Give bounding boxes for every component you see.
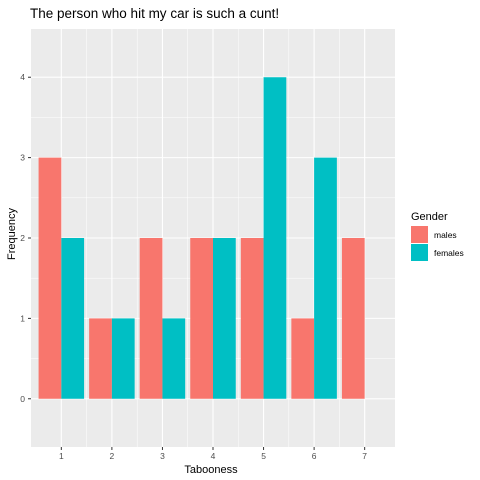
y-tick-label: 1 (20, 313, 25, 323)
x-axis-title: Tabooness (184, 464, 238, 476)
bar-males-5 (240, 238, 264, 399)
y-tick-label: 2 (20, 233, 25, 243)
y-tick-label: 0 (20, 394, 25, 404)
y-axis-title: Frequency (6, 208, 18, 260)
legend-key-males (411, 226, 428, 243)
legend-label-females: females (434, 248, 464, 258)
x-tick-label: 5 (261, 451, 266, 461)
y-axis: 0 1 2 3 4 (20, 72, 31, 404)
bar-males-1 (38, 157, 62, 399)
bar-males-3 (139, 238, 163, 399)
y-tick-label: 4 (20, 72, 25, 82)
bar-females-6 (314, 157, 337, 399)
legend-key-females (411, 244, 428, 261)
x-tick-label: 6 (312, 451, 317, 461)
bar-females-4 (213, 238, 236, 399)
bar-females-5 (263, 77, 287, 399)
legend-label-males: males (434, 230, 457, 240)
y-tick-label: 3 (20, 153, 25, 163)
x-tick-label: 1 (59, 451, 64, 461)
x-tick-label: 3 (160, 451, 165, 461)
bars (38, 77, 365, 399)
bar-males-7 (341, 238, 365, 399)
bar-females-2 (111, 318, 135, 399)
bar-females-3 (162, 318, 186, 399)
x-axis: 1 2 3 4 5 6 7 (59, 447, 367, 461)
chart-title: The person who hit my car is such a cunt… (30, 6, 279, 21)
bar-females-1 (61, 238, 85, 399)
x-tick-label: 4 (211, 451, 216, 461)
x-tick-label: 7 (362, 451, 367, 461)
legend: Gender males females (411, 211, 464, 261)
legend-title: Gender (411, 211, 448, 223)
bar-males-4 (190, 238, 213, 399)
x-tick-label: 2 (110, 451, 115, 461)
bar-males-6 (291, 318, 315, 399)
bar-males-2 (89, 318, 112, 399)
